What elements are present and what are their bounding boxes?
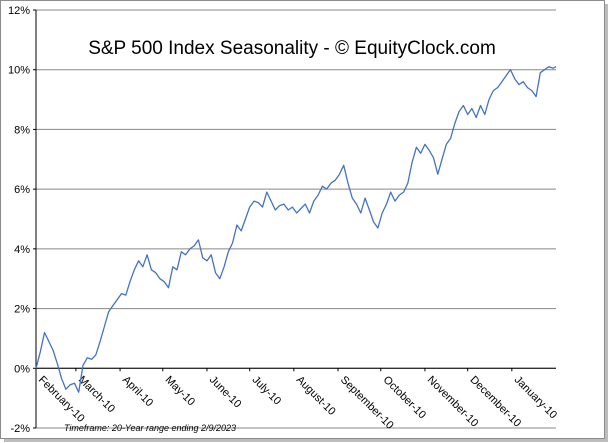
frame-shadow-bottom (4, 439, 608, 442)
x-tick-label: May-10 (163, 374, 197, 408)
x-tick-label: April-10 (120, 374, 155, 409)
title-background (66, 34, 514, 62)
y-tick-label: 10% (8, 65, 30, 77)
x-tick-label: August-10 (294, 374, 338, 418)
x-tick-label: January-10 (512, 374, 559, 421)
x-tick-label: July-10 (250, 374, 284, 408)
frame-shadow-right (605, 4, 608, 442)
x-tick-label: June-10 (207, 374, 244, 411)
y-tick-label: 8% (14, 124, 30, 136)
y-tick-label: 6% (14, 184, 30, 196)
x-tick-label: March-10 (76, 374, 117, 415)
y-tick-label: 4% (14, 244, 30, 256)
chart-title: S&P 500 Index Seasonality - © EquityCloc… (88, 38, 496, 59)
sp500-seasonality-line (35, 66, 557, 393)
y-tick-labels: -2% 0% 2% 4% 6% 8% 10% 12% (8, 5, 30, 435)
y-tick-label: 0% (14, 363, 30, 375)
y-tick-label: 12% (8, 5, 30, 17)
y-tick-label: 2% (14, 304, 30, 316)
y-tick-label: -2% (10, 423, 30, 435)
timeframe-footnote: Timeframe: 20-Year range ending 2/9/2023 (64, 423, 236, 433)
gridlines (33, 9, 556, 429)
